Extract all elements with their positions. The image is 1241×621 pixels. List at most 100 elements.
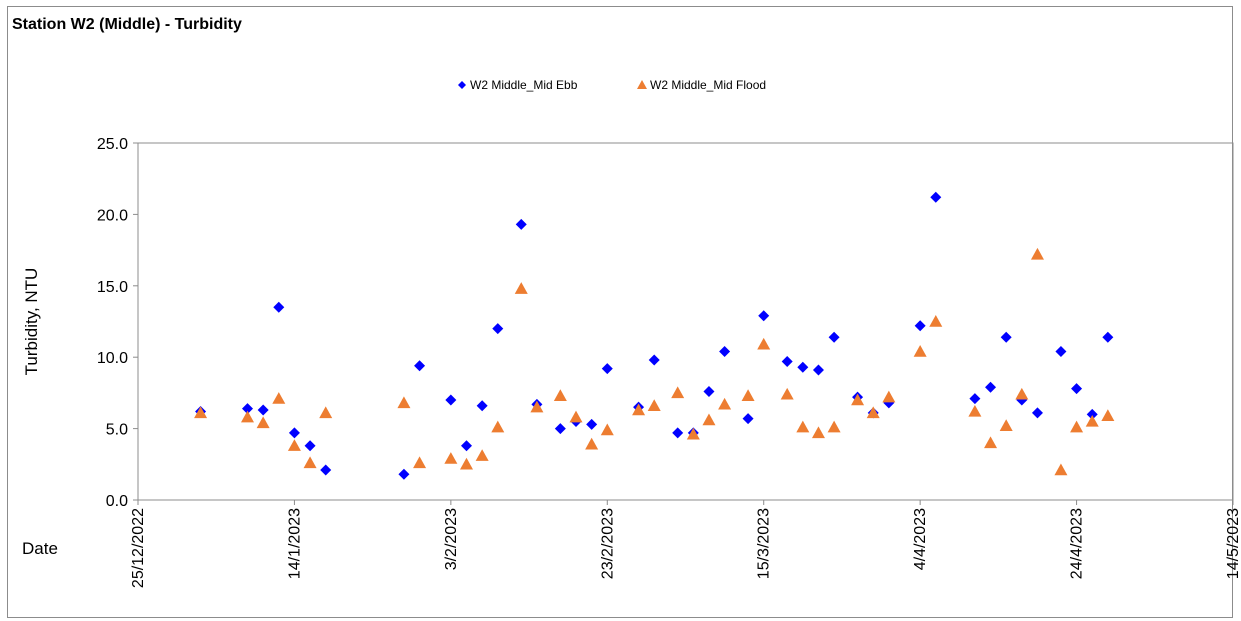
flood-point [319,406,333,419]
flood-point [194,406,208,419]
legend-marker-1 [458,81,466,89]
flood-point [851,393,865,406]
x-tick-label: 23/2/2023 [599,508,616,579]
flood-point [530,400,544,413]
x-tick-label: 25/12/2022 [130,508,147,588]
flood-point [647,399,661,411]
flood-point [1054,463,1068,476]
ebb-point [828,331,840,343]
ebb-point [445,394,457,406]
data-points [194,191,1115,480]
ebb-point [320,464,332,476]
flood-point [475,449,489,461]
ebb-point [1071,383,1083,395]
y-axis-label: Turbidity, NTU [22,268,41,376]
flood-point [811,426,825,439]
flood-point [444,452,458,464]
series-2 [194,247,1115,476]
series-1 [195,191,1114,480]
x-tick-label: 24/4/2023 [1069,508,1086,579]
ebb-point [812,364,824,376]
flood-point [491,420,505,433]
flood-point [780,387,794,400]
flood-point [984,436,998,449]
flood-point [585,437,599,450]
flood-point [702,413,716,426]
ebb-point [742,413,754,425]
legend-label-1: W2 Middle_Mid Ebb [470,78,578,92]
x-tick-label: 15/3/2023 [756,508,773,579]
ebb-point [1102,331,1114,343]
flood-point [1085,414,1099,427]
flood-point [929,315,943,327]
flood-point [303,456,317,469]
ebb-point [1000,331,1012,343]
ebb-point [703,385,715,397]
flood-point [866,406,880,419]
legend-label-2: W2 Middle_Mid Flood [650,78,766,92]
flood-point [632,403,646,416]
ebb-point [476,400,488,412]
legend: W2 Middle_Mid Ebb W2 Middle_Mid Flood [458,78,766,92]
ebb-point [1086,408,1098,420]
flood-point [796,420,810,433]
ebb-point [288,427,300,439]
flood-point [272,392,286,404]
flood-point [514,282,528,294]
chart-frame [7,6,1233,618]
ebb-point [1055,345,1067,357]
ebb-point [797,361,809,373]
flood-point [569,410,583,423]
flood-point [999,419,1013,431]
flood-point [1030,247,1044,260]
ebb-point [461,440,472,452]
ebb-point [492,323,504,335]
flood-point [553,389,567,401]
flood-point [413,456,427,469]
legend-marker-2 [637,80,647,89]
ebb-point [586,418,598,430]
ebb-point [930,191,942,203]
ebb-point [515,218,527,230]
y-tick-label: 0.0 [106,493,128,510]
ebb-point [273,301,285,313]
ebb-point [914,320,926,332]
x-tick-label: 3/2/2023 [443,508,460,570]
ebb-point [1031,407,1043,419]
ebb-point [414,360,426,372]
ebb-point [242,403,253,415]
flood-point [827,420,841,433]
flood-point [460,457,473,470]
flood-point [686,427,700,440]
ebb-point [648,354,660,366]
ebb-point [257,404,269,416]
chart-title: Station W2 (Middle) - Turbidity [12,16,242,33]
flood-point [256,416,270,429]
x-tick-label: 4/4/2023 [912,508,929,570]
flood-point [718,397,732,410]
flood-point [1070,420,1084,433]
y-tick-label: 25.0 [97,136,128,153]
ebb-point [985,381,997,393]
ebb-point [398,468,410,480]
ebb-point [719,345,731,357]
plot-area [137,142,1234,501]
flood-point [1015,387,1029,400]
ebb-point [304,440,316,452]
flood-point [1101,409,1115,421]
flood-point [968,404,982,417]
flood-point [397,396,411,409]
y-tick-label: 5.0 [106,422,128,439]
ebb-point [758,310,770,322]
y-tick-label: 10.0 [97,350,128,367]
y-tick-label: 20.0 [97,207,128,224]
ebb-point [554,423,566,435]
y-tick-label: 15.0 [97,279,128,296]
flood-point [671,386,685,399]
x-tick-label: 14/5/2023 [1225,508,1241,579]
flood-point [882,390,896,403]
x-axis: 25/12/2022 14/1/2023 3/2/2023 23/2/2023 15/3… [130,500,1241,588]
flood-point [600,423,614,436]
ebb-point [672,427,684,439]
flood-point [287,439,301,451]
